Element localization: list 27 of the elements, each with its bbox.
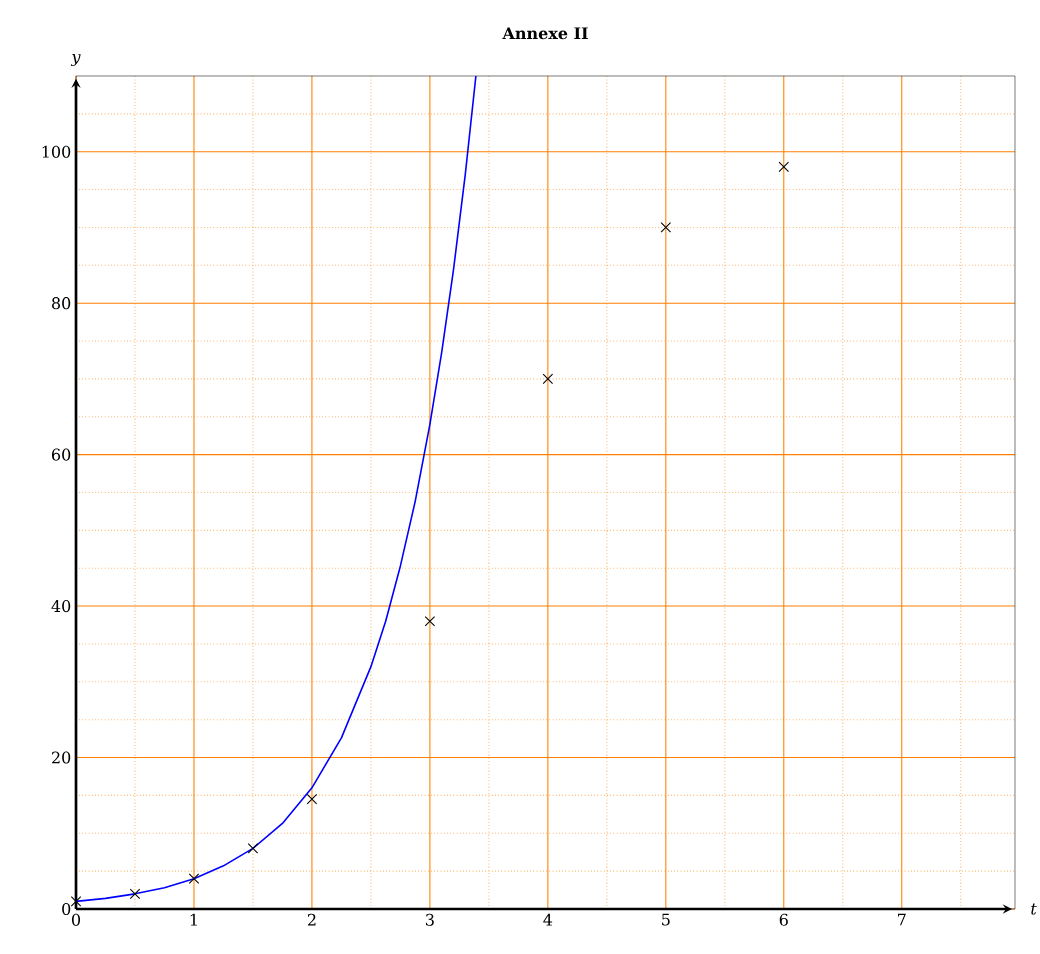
x-axis-title: t: [1031, 903, 1037, 915]
y-axis-title: y: [70, 54, 81, 66]
point: [542, 373, 554, 385]
point: [778, 161, 790, 173]
point: [188, 873, 200, 884]
x-tick-label: 3: [426, 913, 434, 926]
chart-title: Annexe II: [502, 27, 588, 40]
line-series: [76, 75, 477, 903]
x-tick-label: 0: [71, 913, 81, 926]
y-tick-label: 100: [42, 145, 71, 158]
y-tick-label: 20: [52, 751, 71, 764]
point: [660, 222, 672, 233]
y-tick-label: 0: [62, 902, 71, 916]
point: [129, 888, 141, 900]
x-tick-label: 1: [190, 913, 197, 926]
point: [247, 843, 259, 854]
point: [70, 896, 82, 907]
x-tick-label: 2: [307, 913, 316, 926]
y-tick-label: 80: [52, 297, 71, 310]
x-tick-label: 4: [543, 913, 553, 926]
point: [424, 615, 436, 627]
y-tick-label: 40: [51, 600, 71, 613]
point: [306, 793, 318, 805]
y-tick-label: 60: [52, 448, 71, 461]
x-tick-label: 5: [662, 913, 670, 926]
x-tick-label: 6: [779, 913, 788, 926]
x-tick-label: 7: [898, 913, 906, 926]
